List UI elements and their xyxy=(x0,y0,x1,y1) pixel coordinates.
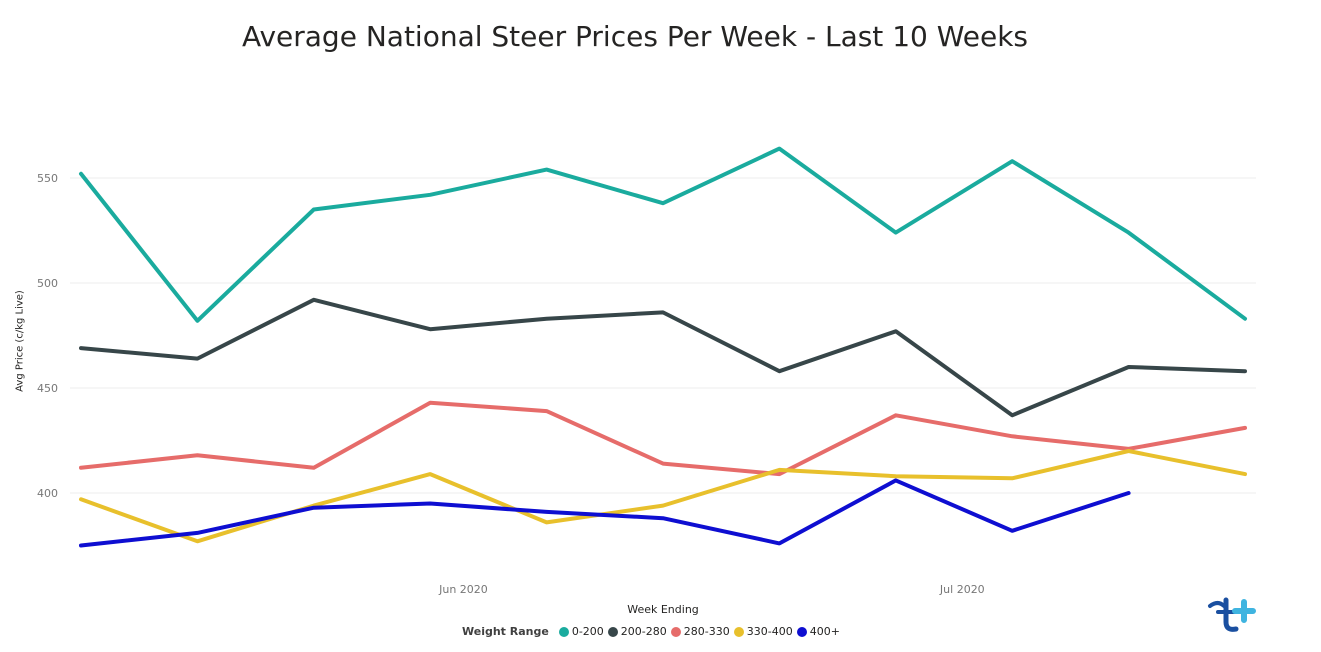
series-lines xyxy=(79,146,1247,548)
y-tick-label: 500 xyxy=(37,277,58,290)
legend-label: 330-400 xyxy=(746,625,793,638)
x-tick-label: Jul 2020 xyxy=(939,583,985,596)
series-line-280-330 xyxy=(79,400,1247,477)
legend-swatch xyxy=(796,626,807,637)
legend-swatch xyxy=(733,626,744,637)
y-tick-label: 550 xyxy=(37,172,58,185)
y-tick-label: 400 xyxy=(37,487,58,500)
series-line-0-200 xyxy=(79,146,1247,323)
x-axis-title: Week Ending xyxy=(627,603,699,616)
legend-title: Weight Range xyxy=(462,625,549,638)
x-axis-ticks: Jun 2020 Jul 2020 xyxy=(438,583,985,596)
legend: Weight Range 0-200 200-280 280-330 330-400 4… xyxy=(462,625,844,638)
legend-label: 400+ xyxy=(809,625,840,638)
legend-item: 0-200 xyxy=(558,625,604,638)
legend-item: 280-330 xyxy=(670,625,730,638)
legend-swatch xyxy=(607,626,618,637)
chart-title: Average National Steer Prices Per Week -… xyxy=(241,20,1029,53)
x-tick-label: Jun 2020 xyxy=(438,583,488,596)
legend-items: 0-200 200-280 280-330 330-400 400+ xyxy=(558,625,844,638)
series-line-200-280 xyxy=(79,297,1247,418)
legend-swatch xyxy=(558,626,569,637)
y-axis-title: Avg Price (c/kg Live) xyxy=(14,290,26,392)
legend-item: 200-280 xyxy=(607,625,667,638)
legend-label: 0-200 xyxy=(571,625,604,638)
series-line-400+ xyxy=(79,478,1131,548)
gridlines xyxy=(70,177,1256,494)
legend-label: 280-330 xyxy=(683,625,730,638)
legend-item: 330-400 xyxy=(733,625,793,638)
y-axis-ticks: 550 500 450 400 xyxy=(37,172,58,500)
legend-label: 200-280 xyxy=(620,625,667,638)
y-tick-label: 450 xyxy=(37,382,58,395)
legend-item: 400+ xyxy=(796,625,840,638)
brand-logo-icon xyxy=(1208,597,1256,632)
legend-swatch xyxy=(670,626,681,637)
